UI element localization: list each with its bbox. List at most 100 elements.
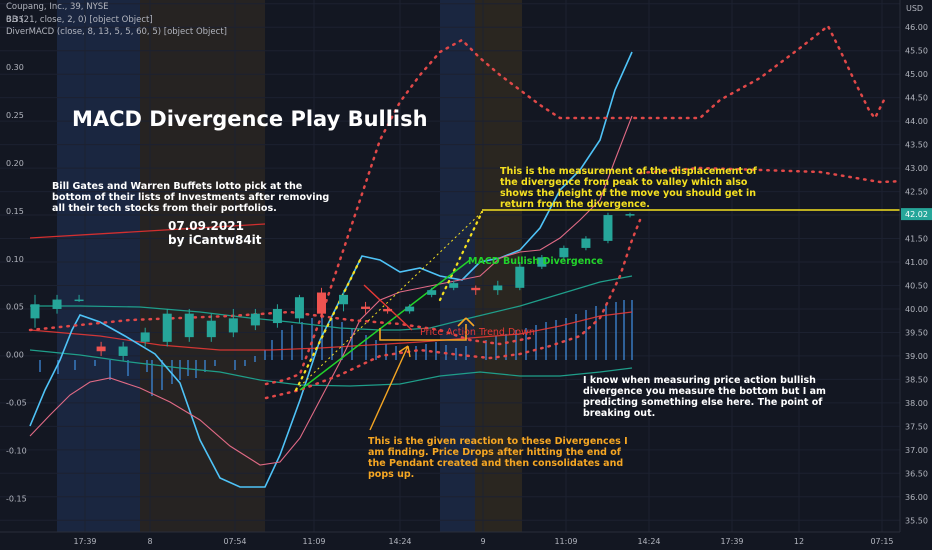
candle-body[interactable] xyxy=(96,346,106,352)
right-axis-tick: 44.00 xyxy=(905,117,928,126)
annotation-title: MACD Divergence Play Bullish xyxy=(72,107,428,131)
annotation-bullish: MACD Bullish Divergence xyxy=(468,256,603,267)
left-axis-tick: -0.15 xyxy=(6,494,27,503)
annotation-predicting: divergence you measure the bottom but I … xyxy=(583,386,826,397)
candle-body[interactable] xyxy=(206,320,216,338)
candles-layer[interactable] xyxy=(30,212,635,361)
annotation-measurement: the divergence from peak to valley which… xyxy=(500,177,748,188)
annotation-date: 07.09.2021 xyxy=(168,219,244,233)
right-axis-tick: 38.50 xyxy=(905,375,928,384)
annotation-reaction: pops up. xyxy=(368,469,414,480)
candle-body[interactable] xyxy=(162,313,172,342)
right-axis-tick: 38.00 xyxy=(905,399,928,408)
x-axis-tick: 12 xyxy=(794,537,804,546)
lower-envelope-dots xyxy=(264,218,642,400)
annotation-predicting: breaking out. xyxy=(583,408,655,419)
left-axis-tick: 0.10 xyxy=(6,255,24,264)
left-axis-tick: 0.25 xyxy=(6,111,24,120)
x-axis-tick: 9 xyxy=(480,537,485,546)
candle-body[interactable] xyxy=(184,313,194,338)
upper-envelope-dots xyxy=(264,24,887,386)
candle-body[interactable] xyxy=(294,297,304,319)
left-axis-tick: 0.15 xyxy=(6,207,24,216)
candle-body[interactable] xyxy=(250,313,260,326)
right-axis-tick: 44.50 xyxy=(905,94,928,103)
right-axis-tick: 45.00 xyxy=(905,70,928,79)
x-axis-tick: 07:15 xyxy=(870,537,893,546)
x-axis-tick: 17:39 xyxy=(720,537,743,546)
right-axis-tick: 45.50 xyxy=(905,47,928,56)
left-axis-tick: 0.30 xyxy=(6,63,24,72)
x-axis-tick: 14:24 xyxy=(388,537,411,546)
annotation-predicting: I know when measuring price action bulli… xyxy=(583,375,816,386)
annotation-measurement: return from the divergence. xyxy=(500,199,650,210)
candle-body[interactable] xyxy=(361,306,371,309)
bullish-divergence-line xyxy=(299,259,471,391)
annotation-reaction: This is the given reaction to these Dive… xyxy=(368,436,628,447)
candle-body[interactable] xyxy=(405,306,415,312)
candle-body[interactable] xyxy=(118,346,128,356)
trend-line xyxy=(29,223,266,239)
candle-body[interactable] xyxy=(316,292,326,314)
x-axis-tick: 11:09 xyxy=(302,537,325,546)
bb-indicator-label[interactable]: BB (21, close, 2, 0) [object Object] xyxy=(6,15,153,25)
left-axis-tick: 0.05 xyxy=(6,303,24,312)
symbol-header[interactable]: Coupang, Inc., 39, NYSE xyxy=(6,2,109,12)
candle-body[interactable] xyxy=(339,294,349,305)
annotation-reaction: am finding. Price Drops after hitting th… xyxy=(368,447,622,458)
candle-body[interactable] xyxy=(625,214,635,216)
candle-body[interactable] xyxy=(52,299,62,309)
candle-body[interactable] xyxy=(581,238,591,248)
right-axis-tick: 46.00 xyxy=(905,23,928,32)
candle-body[interactable] xyxy=(74,299,84,302)
left-axis-tick: 0.00 xyxy=(6,351,24,360)
candle-body[interactable] xyxy=(471,287,481,291)
consolidation-bracket xyxy=(379,324,467,341)
candle-body[interactable] xyxy=(140,332,150,342)
annotation-billgates: all their tech stocks from their portfol… xyxy=(52,203,277,214)
last-price-tag xyxy=(901,208,932,221)
left-axis-tick: -0.10 xyxy=(6,447,27,456)
x-axis-tick: 11:09 xyxy=(554,537,577,546)
annotation-pa_trend: Price Action Trend Down xyxy=(420,327,535,338)
drawings-layer xyxy=(28,24,932,431)
right-axis-tick: 40.00 xyxy=(905,305,928,314)
candle-body[interactable] xyxy=(559,247,569,258)
session-band xyxy=(140,0,265,532)
bb-lower-line xyxy=(29,349,633,387)
candle-body[interactable] xyxy=(449,283,459,288)
right-envelope-dots xyxy=(638,166,932,184)
annotation-predicting: predicting something else here. The poin… xyxy=(583,397,823,408)
right-axis-tick: 36.50 xyxy=(905,469,928,478)
candle-body[interactable] xyxy=(427,290,437,295)
left-axis-tick: 0.35 xyxy=(6,15,24,24)
x-axis-tick: 14:24 xyxy=(637,537,660,546)
candle-body[interactable] xyxy=(228,318,238,333)
x-axis-tick: 17:39 xyxy=(73,537,96,546)
annotation-reaction: the Pendant created and then consolidate… xyxy=(368,458,623,469)
candle-body[interactable] xyxy=(30,304,40,319)
candle-body[interactable] xyxy=(603,215,613,241)
right-axis-tick: 37.50 xyxy=(905,422,928,431)
volume-layer xyxy=(39,300,633,396)
candle-body[interactable] xyxy=(272,308,282,324)
right-axis-tick: 36.00 xyxy=(905,493,928,502)
x-axis-tick: 8 xyxy=(147,537,152,546)
right-axis-tick: 39.50 xyxy=(905,328,928,337)
right-axis-tick: 40.50 xyxy=(905,281,928,290)
annotation-measurement: shows the height of the move you should … xyxy=(500,188,756,199)
pendant-dots-left xyxy=(294,254,364,392)
candle-body[interactable] xyxy=(537,257,547,267)
candle-body[interactable] xyxy=(515,266,525,288)
candle-body[interactable] xyxy=(493,285,503,291)
right-axis-panel xyxy=(900,0,932,550)
candle-body[interactable] xyxy=(383,308,393,312)
annotation-billgates: bottom of their lists of Investments aft… xyxy=(52,192,329,203)
right-axis-tick: 39.00 xyxy=(905,352,928,361)
x-axis-tick: 07:54 xyxy=(223,537,246,546)
left-axis-tick: 0.20 xyxy=(6,159,24,168)
reaction-arrow xyxy=(369,345,409,431)
macd-indicator-label[interactable]: DiverMACD (close, 8, 13, 5, 5, 60, 5) [o… xyxy=(6,27,227,37)
